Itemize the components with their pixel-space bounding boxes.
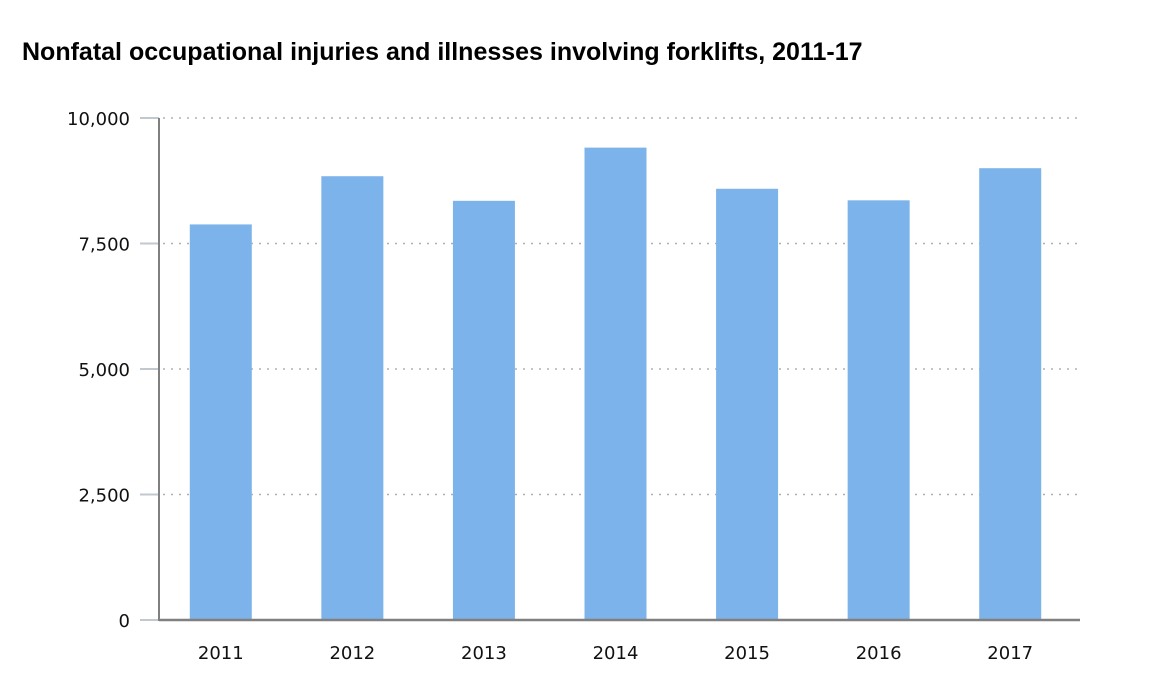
bar-2016 xyxy=(847,200,910,620)
y-tick-label: 10,000 xyxy=(67,109,130,130)
y-tick-label: 7,500 xyxy=(78,235,130,256)
y-tick-label: 5,000 xyxy=(78,360,130,381)
axes xyxy=(140,117,1080,622)
x-tick-label: 2016 xyxy=(856,643,902,664)
bar-2015 xyxy=(716,188,779,621)
x-tick-label: 2013 xyxy=(461,643,507,664)
chart-title: Nonfatal occupational injuries and illne… xyxy=(22,38,863,66)
y-tick-label: 0 xyxy=(119,611,130,632)
bar-2013 xyxy=(452,200,515,620)
bar-2017 xyxy=(979,168,1042,620)
gridlines xyxy=(163,117,1080,496)
bar-2014 xyxy=(584,147,647,621)
x-axis-labels: 2011 2012 2013 2014 2015 2016 2017 xyxy=(198,643,1033,664)
x-tick-label: 2012 xyxy=(329,643,375,664)
y-axis-labels: 0 2,500 5,000 7,500 10,000 xyxy=(67,109,130,632)
bar-2012 xyxy=(321,176,384,620)
x-tick-label: 2015 xyxy=(724,643,770,664)
bar-2011 xyxy=(189,224,252,620)
x-tick-label: 2017 xyxy=(987,643,1033,664)
x-tick-label: 2011 xyxy=(198,643,244,664)
y-tick-label: 2,500 xyxy=(78,486,130,507)
x-tick-label: 2014 xyxy=(593,643,639,664)
bars xyxy=(189,147,1042,621)
